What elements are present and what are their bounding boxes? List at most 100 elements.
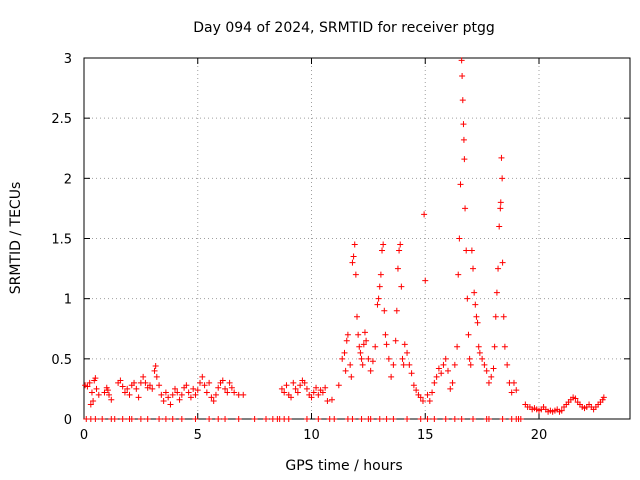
data-point xyxy=(162,389,169,396)
y-tick-label: 3 xyxy=(64,52,72,67)
data-point xyxy=(424,416,431,422)
data-point xyxy=(369,358,376,365)
data-point xyxy=(347,361,354,368)
data-point xyxy=(165,394,172,401)
data-point xyxy=(456,235,463,242)
data-point xyxy=(308,394,315,401)
data-point xyxy=(322,384,329,391)
data-point xyxy=(501,343,508,350)
data-point xyxy=(251,416,258,422)
data-point xyxy=(319,389,326,396)
y-tick-label: 2.5 xyxy=(51,112,72,127)
data-point xyxy=(390,361,397,368)
data-point xyxy=(375,295,382,302)
data-point xyxy=(394,265,401,272)
x-tick-label: 0 xyxy=(80,428,88,443)
data-point xyxy=(99,416,106,422)
data-point xyxy=(87,401,94,408)
data-point xyxy=(92,375,99,382)
data-point xyxy=(457,181,464,188)
data-point xyxy=(377,271,384,278)
data-point xyxy=(342,367,349,374)
data-point xyxy=(235,416,242,422)
data-point xyxy=(488,373,495,380)
data-point xyxy=(126,391,133,398)
data-point xyxy=(222,385,229,392)
data-point xyxy=(344,331,351,338)
data-point xyxy=(454,343,461,350)
data-point xyxy=(493,289,500,296)
data-point xyxy=(281,389,288,396)
data-point xyxy=(572,395,579,402)
data-point xyxy=(462,205,469,212)
y-tick-label: 0 xyxy=(64,413,72,428)
y-tick-label: 0.5 xyxy=(51,353,72,368)
data-point xyxy=(495,265,502,272)
data-point xyxy=(349,259,356,266)
data-point xyxy=(352,271,359,278)
data-point xyxy=(310,389,317,396)
data-point xyxy=(178,391,185,398)
data-point xyxy=(475,343,482,350)
data-point xyxy=(156,416,163,422)
data-point xyxy=(383,341,390,348)
data-point xyxy=(465,331,472,338)
data-point xyxy=(152,363,159,370)
data-point xyxy=(426,397,433,404)
data-point xyxy=(174,389,181,396)
data-point xyxy=(93,385,100,392)
data-point xyxy=(121,389,128,396)
data-point xyxy=(226,379,233,386)
data-point xyxy=(350,253,357,260)
data-point xyxy=(510,379,517,386)
data-point xyxy=(467,361,474,368)
y-tick-label: 2 xyxy=(64,172,72,187)
data-point xyxy=(135,394,142,401)
data-point xyxy=(458,416,465,422)
data-point xyxy=(201,382,208,389)
data-point xyxy=(431,379,438,386)
data-point xyxy=(499,259,506,266)
data-point xyxy=(508,389,515,396)
data-point xyxy=(339,355,346,362)
data-point xyxy=(499,175,506,182)
data-point xyxy=(128,416,135,422)
data-point xyxy=(382,331,389,338)
data-point xyxy=(417,394,424,401)
data-point xyxy=(206,416,213,422)
data-point xyxy=(172,385,178,392)
grid-lines xyxy=(84,58,630,419)
data-point xyxy=(479,355,486,362)
data-point xyxy=(301,379,308,386)
data-point xyxy=(460,136,467,143)
data-point xyxy=(381,307,388,314)
data-point xyxy=(379,247,386,254)
data-point xyxy=(208,394,215,401)
data-point xyxy=(442,355,449,362)
data-point xyxy=(228,384,235,391)
data-point xyxy=(315,416,322,422)
data-point xyxy=(442,416,449,422)
data-point xyxy=(108,396,115,403)
data-point xyxy=(393,307,400,314)
data-point xyxy=(149,385,156,392)
data-point xyxy=(360,341,367,348)
data-point xyxy=(95,391,102,398)
data-point xyxy=(464,295,471,302)
data-point xyxy=(468,247,475,254)
data-point xyxy=(303,416,310,422)
data-point xyxy=(499,416,506,422)
data-point xyxy=(380,241,387,248)
data-point xyxy=(197,379,204,386)
data-point xyxy=(463,247,470,254)
data-point xyxy=(183,382,190,389)
data-point xyxy=(367,416,374,422)
data-point xyxy=(92,416,99,422)
data-point xyxy=(187,394,194,401)
data-point xyxy=(490,365,497,372)
data-point xyxy=(331,416,338,422)
y-axis-label: SRMTID / TECUs xyxy=(8,182,24,295)
data-point xyxy=(451,416,458,422)
data-point xyxy=(461,156,468,163)
data-point xyxy=(90,397,97,404)
